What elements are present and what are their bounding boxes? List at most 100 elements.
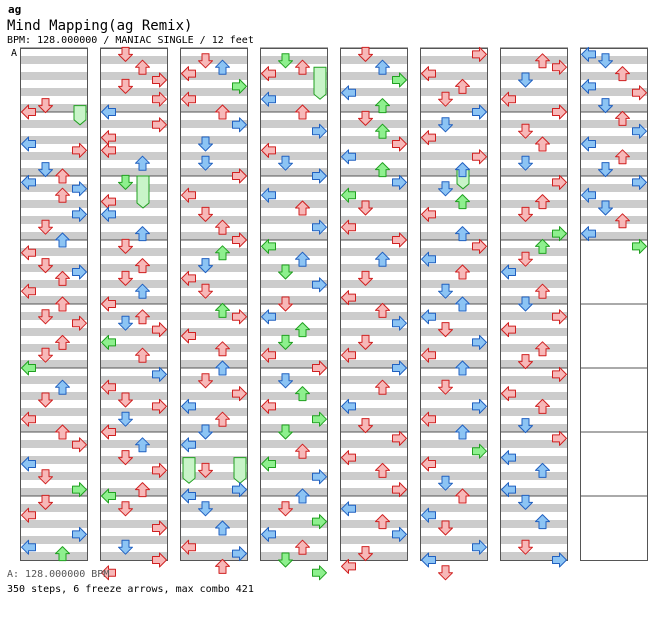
step-arrow bbox=[375, 162, 390, 178]
beat-stripe bbox=[500, 424, 568, 432]
step-arrow bbox=[55, 270, 70, 286]
bpm-marker: A bbox=[11, 48, 18, 59]
step-arrow bbox=[261, 526, 276, 542]
step-arrow bbox=[341, 85, 356, 101]
step-arrow bbox=[181, 270, 196, 286]
step-arrow bbox=[615, 110, 630, 126]
beat-stripe bbox=[20, 488, 88, 496]
step-arrow bbox=[261, 347, 276, 363]
step-arrow bbox=[581, 187, 596, 203]
step-arrow bbox=[198, 373, 213, 389]
step-arrow bbox=[535, 341, 550, 357]
beat-stripe bbox=[500, 360, 568, 368]
step-arrow bbox=[518, 539, 533, 555]
step-arrow bbox=[181, 66, 196, 82]
step-arrow bbox=[581, 46, 596, 62]
beat-stripe bbox=[260, 376, 328, 384]
beat-stripe bbox=[260, 264, 328, 272]
step-arrow bbox=[135, 155, 150, 171]
beat-stripe bbox=[100, 168, 168, 176]
beat-stripe bbox=[420, 360, 488, 368]
beat-stripe bbox=[340, 104, 408, 112]
step-arrow bbox=[55, 187, 70, 203]
beat-stripe bbox=[420, 72, 488, 80]
beat-stripe bbox=[180, 408, 248, 416]
beat-stripe bbox=[100, 184, 168, 192]
step-arrow bbox=[421, 66, 436, 82]
step-arrow bbox=[438, 283, 453, 299]
beat-stripe bbox=[180, 440, 248, 448]
step-arrow bbox=[358, 46, 373, 62]
step-arrow bbox=[38, 162, 53, 178]
beat-stripe bbox=[20, 536, 88, 544]
beat-stripe bbox=[260, 232, 328, 240]
step-arrow bbox=[101, 565, 116, 581]
beat-stripe bbox=[340, 456, 408, 464]
step-arrow bbox=[518, 72, 533, 88]
beat-stripe bbox=[500, 328, 568, 336]
bpm-legend: A: 128.000000 BPM bbox=[7, 569, 110, 580]
step-arrow bbox=[632, 238, 647, 254]
step-arrow bbox=[72, 264, 87, 280]
step-arrow bbox=[312, 565, 327, 581]
step-arrow bbox=[312, 168, 327, 184]
beat-stripe bbox=[20, 232, 88, 240]
beat-stripe bbox=[260, 136, 328, 144]
beat-stripe bbox=[180, 72, 248, 80]
beat-stripe bbox=[340, 360, 408, 368]
step-arrow bbox=[552, 366, 567, 382]
step-arrow bbox=[198, 283, 213, 299]
step-arrow bbox=[198, 501, 213, 517]
beat-stripe bbox=[500, 536, 568, 544]
beat-stripe bbox=[340, 136, 408, 144]
beat-stripe bbox=[180, 488, 248, 496]
step-arrow bbox=[392, 174, 407, 190]
step-arrow bbox=[581, 136, 596, 152]
beat-stripe bbox=[340, 472, 408, 480]
step-arrow bbox=[278, 53, 293, 69]
beat-stripe bbox=[340, 168, 408, 176]
beat-stripe bbox=[180, 152, 248, 160]
step-arrow bbox=[615, 213, 630, 229]
artist-name: ag bbox=[8, 3, 22, 16]
step-arrow bbox=[438, 565, 453, 581]
step-arrow bbox=[152, 552, 167, 568]
step-arrow bbox=[421, 347, 436, 363]
beat-stripe bbox=[340, 280, 408, 288]
beat-stripe bbox=[420, 408, 488, 416]
step-arrow bbox=[501, 322, 516, 338]
beat-stripe bbox=[500, 392, 568, 400]
beat-stripe bbox=[500, 136, 568, 144]
step-arrow bbox=[198, 462, 213, 478]
step-arrow bbox=[198, 258, 213, 274]
beat-stripe bbox=[180, 168, 248, 176]
step-arrow bbox=[392, 526, 407, 542]
step-arrow bbox=[375, 514, 390, 530]
step-arrow bbox=[215, 59, 230, 75]
column-border bbox=[420, 48, 488, 561]
step-arrow bbox=[72, 206, 87, 222]
beat-stripe bbox=[500, 520, 568, 528]
step-arrow bbox=[455, 360, 470, 376]
beat-stripe bbox=[20, 424, 88, 432]
beat-stripe bbox=[260, 504, 328, 512]
beat-stripe bbox=[420, 392, 488, 400]
beat-stripe bbox=[180, 456, 248, 464]
step-arrow bbox=[358, 200, 373, 216]
beat-stripe bbox=[340, 232, 408, 240]
step-arrow bbox=[181, 187, 196, 203]
beat-stripe bbox=[100, 552, 168, 560]
beat-stripe bbox=[180, 120, 248, 128]
beat-stripe bbox=[340, 296, 408, 304]
step-arrow bbox=[312, 360, 327, 376]
beat-stripe bbox=[180, 312, 248, 320]
beat-stripe bbox=[20, 168, 88, 176]
step-arrow bbox=[181, 437, 196, 453]
beat-stripe bbox=[20, 472, 88, 480]
beat-stripe bbox=[180, 392, 248, 400]
beat-stripe bbox=[20, 456, 88, 464]
column-border bbox=[260, 48, 328, 561]
beat-stripe bbox=[420, 104, 488, 112]
step-arrow bbox=[232, 78, 247, 94]
beat-stripe bbox=[420, 56, 488, 64]
